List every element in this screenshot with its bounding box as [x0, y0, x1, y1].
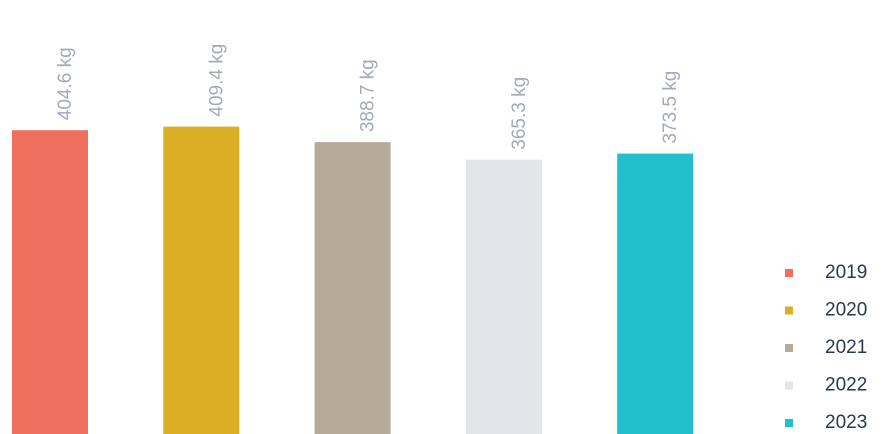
legend-label: 2023: [825, 412, 867, 433]
legend-label: 2019: [825, 262, 867, 283]
legend-swatch: [785, 344, 793, 352]
bar: [314, 142, 391, 434]
value-label: 388.7 kg: [358, 59, 379, 132]
value-label: 409.4 kg: [206, 44, 227, 117]
value-label: 365.3 kg: [509, 77, 530, 150]
bar: [12, 130, 88, 434]
bar: [163, 126, 240, 434]
value-label: 373.5 kg: [660, 71, 681, 144]
legend-swatch: [785, 381, 793, 390]
legend-label: 2021: [825, 337, 867, 358]
legend-swatch: [785, 306, 793, 315]
legend-label: 2022: [825, 375, 867, 396]
bar: [465, 159, 542, 434]
legend-label: 2020: [825, 300, 867, 321]
legend-swatch: [785, 269, 793, 277]
legend-swatch: [785, 419, 793, 427]
value-label: 404.6 kg: [55, 47, 76, 120]
bar: [617, 153, 694, 434]
